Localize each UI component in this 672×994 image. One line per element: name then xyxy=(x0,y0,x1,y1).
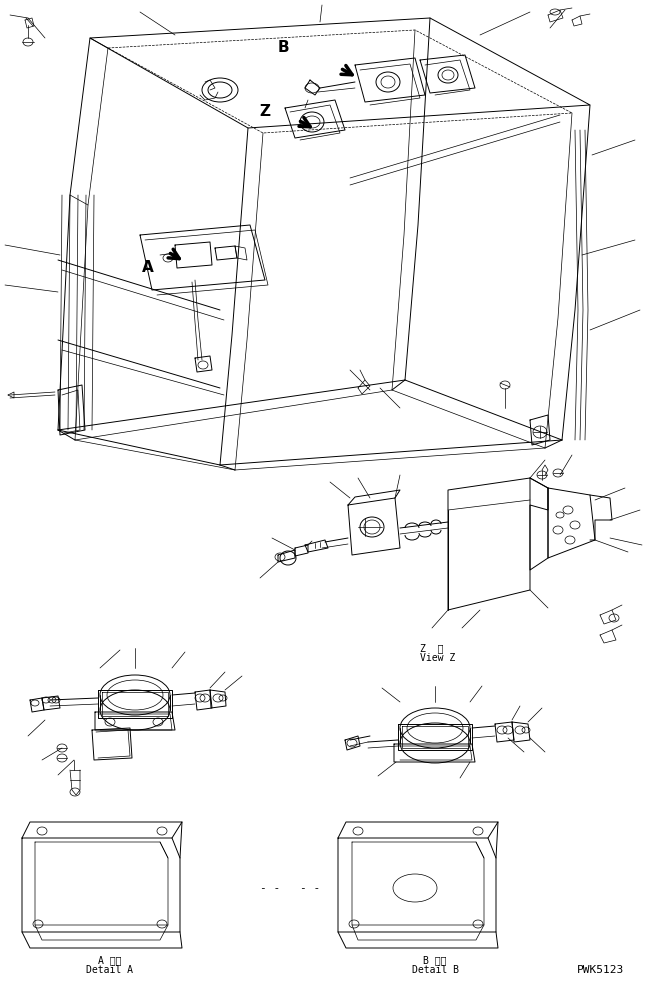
Text: - -: - - xyxy=(260,883,280,893)
Text: View Z: View Z xyxy=(420,653,455,663)
Text: Detail A: Detail A xyxy=(87,965,134,975)
Text: - -: - - xyxy=(300,883,320,893)
Text: A: A xyxy=(142,260,154,275)
Text: Detail B: Detail B xyxy=(411,965,458,975)
Text: PWK5123: PWK5123 xyxy=(577,965,624,975)
Text: B 詳細: B 詳細 xyxy=(423,955,447,965)
Text: A 詳細: A 詳細 xyxy=(98,955,122,965)
Text: Z  視: Z 視 xyxy=(420,643,444,653)
Text: B: B xyxy=(277,41,289,56)
Text: Z: Z xyxy=(259,104,271,119)
